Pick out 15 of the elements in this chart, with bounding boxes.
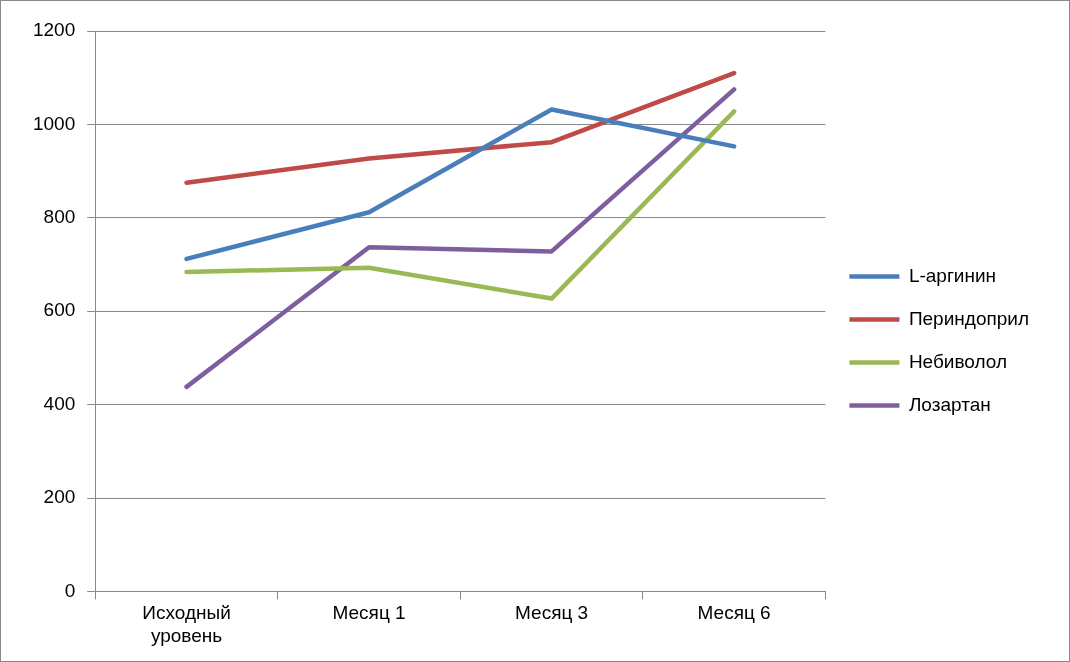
legend-label: Небиволол [908, 350, 1008, 372]
y-tick-label: 600 [43, 299, 76, 321]
legend-label: L-аргинин [908, 264, 997, 286]
x-tick-label: Месяц 1 [332, 602, 406, 624]
y-tick-label: 1200 [32, 19, 76, 41]
y-tick-label: 0 [64, 579, 76, 601]
x-tick-label: Исходный уровень [142, 602, 231, 646]
y-tick-label: 1000 [32, 112, 76, 134]
y-tick-label: 200 [43, 486, 76, 508]
x-tick-label: Месяц 6 [697, 602, 771, 624]
y-tick-label: 400 [43, 392, 76, 414]
legend-label: Периндоприл [908, 307, 1029, 329]
x-tick-label: Месяц 3 [515, 602, 589, 624]
y-tick-label: 800 [43, 206, 76, 228]
legend-label: Лозартан [908, 393, 991, 415]
